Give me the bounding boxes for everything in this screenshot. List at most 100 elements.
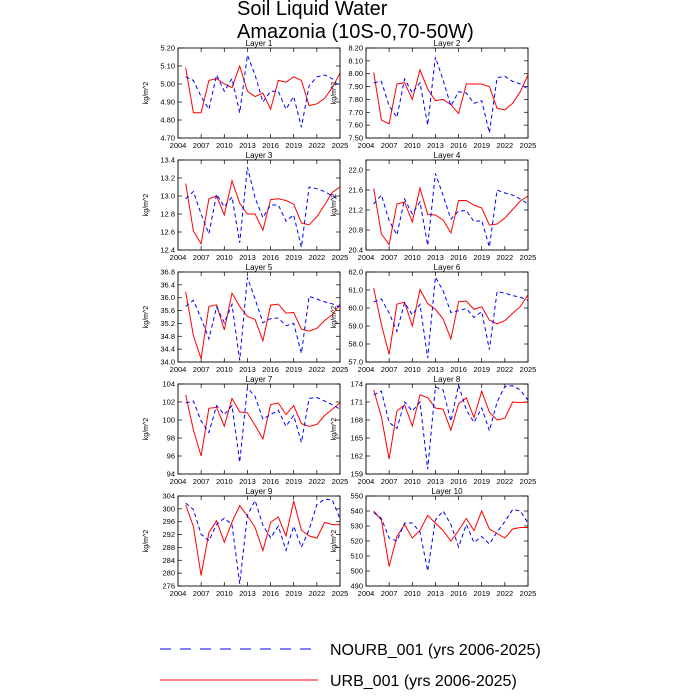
series-line-nourb [185, 55, 341, 128]
y-tick-label: 5.00 [160, 80, 175, 89]
y-tick-label: 35.6 [160, 306, 175, 315]
y-tick-label: 280 [162, 569, 175, 578]
x-tick-label: 2004 [358, 477, 375, 486]
x-tick-label: 2007 [193, 365, 210, 374]
x-tick-label: 2013 [239, 589, 256, 598]
x-tick-label: 2007 [193, 141, 210, 150]
x-tick-label: 2010 [404, 589, 421, 598]
y-tick-label: 62.0 [348, 268, 363, 277]
x-tick-label: 2025 [520, 589, 537, 598]
chart-panel-6: Layer 6 kg/m^2 57.0 58.0 59.0 60.0 61.0 62.0 200… [331, 263, 536, 374]
y-tick-label: 520 [350, 537, 363, 546]
series-line-urb [373, 288, 529, 355]
y-tick-label: 35.2 [160, 319, 175, 328]
y-tick-label: 550 [350, 492, 363, 501]
plot-frame [177, 47, 341, 139]
x-tick-label: 2025 [520, 253, 537, 262]
y-tick-label: 22.0 [348, 166, 363, 175]
x-tick-label: 2019 [473, 141, 490, 150]
chart-title: Layer 3 [246, 151, 273, 160]
chart-title: Layer 2 [434, 39, 461, 48]
y-tick-label: 36.4 [160, 280, 175, 289]
chart-panel-2: Layer 2 kg/m^2 7.50 7.60 7.70 7.80 7.90 8.00 8.1… [331, 39, 536, 150]
y-tick-label: 36.8 [160, 268, 175, 277]
x-tick-label: 2004 [358, 253, 375, 262]
y-tick-label: 61.0 [348, 286, 363, 295]
x-tick-label: 2016 [262, 253, 279, 262]
chart-panel-10: Layer 10 kg/m^2 490 500 510 520 530 540 550 2004 2… [331, 487, 536, 598]
series-line-nourb [373, 275, 529, 359]
x-tick-label: 2010 [216, 365, 233, 374]
y-tick-label: 304 [162, 492, 175, 501]
y-axis-label: kg/m^2 [331, 306, 338, 328]
legend-label-nourb: NOURB_001 (yrs 2006-2025) [330, 642, 541, 659]
y-tick-label: 13.2 [160, 174, 175, 183]
chart-title: Layer 1 [246, 39, 273, 48]
x-tick-label: 2019 [285, 477, 302, 486]
series-line-urb [373, 509, 528, 567]
charts-grid: Layer 1 kg/m^2 4.70 4.80 4.90 5.00 5.10 5.20 200… [143, 39, 537, 598]
plot-frame [365, 495, 529, 587]
chart-panel-3: Layer 3 kg/m^2 12.4 12.6 12.8 13.0 13.2 13.4 200… [143, 151, 348, 262]
y-tick-label: 171 [350, 398, 363, 407]
chart-title: Layer 8 [434, 375, 461, 384]
y-tick-label: 292 [162, 530, 175, 539]
x-tick-label: 2007 [193, 253, 210, 262]
y-tick-label: 8.20 [348, 44, 363, 53]
x-tick-label: 2004 [358, 589, 375, 598]
x-tick-label: 2019 [473, 477, 490, 486]
y-tick-label: 34.4 [160, 345, 175, 354]
y-tick-label: 104 [162, 380, 175, 389]
x-tick-label: 2016 [262, 589, 279, 598]
series-line-nourb [185, 498, 341, 584]
x-tick-label: 2007 [381, 253, 398, 262]
x-tick-label: 2010 [404, 477, 421, 486]
x-tick-label: 2010 [216, 477, 233, 486]
y-tick-label: 276 [162, 582, 175, 591]
x-tick-label: 2007 [381, 589, 398, 598]
x-tick-label: 2007 [193, 589, 210, 598]
x-tick-label: 2022 [309, 589, 326, 598]
x-tick-label: 2004 [170, 477, 187, 486]
x-tick-label: 2025 [332, 589, 349, 598]
series-line-nourb [373, 383, 529, 470]
y-tick-label: 5.10 [160, 62, 175, 71]
y-tick-label: 100 [162, 416, 175, 425]
y-axis-label: kg/m^2 [143, 418, 150, 440]
series-line-nourb [185, 386, 341, 463]
y-tick-label: 21.2 [348, 206, 363, 215]
figure-title-line2: Amazonia (10S-0,70-50W) [237, 21, 474, 43]
y-tick-label: 20.8 [348, 226, 363, 235]
y-tick-label: 13.4 [160, 156, 175, 165]
series-line-nourb [185, 277, 341, 361]
x-tick-label: 2013 [239, 253, 256, 262]
x-tick-label: 2013 [427, 477, 444, 486]
y-tick-label: 296 [162, 517, 175, 526]
x-tick-label: 2007 [381, 477, 398, 486]
x-tick-label: 2022 [497, 141, 514, 150]
x-tick-label: 2007 [381, 365, 398, 374]
series-line-nourb [373, 173, 529, 248]
x-tick-label: 2004 [358, 365, 375, 374]
y-tick-label: 7.70 [348, 108, 363, 117]
y-tick-label: 59.0 [348, 322, 363, 331]
x-tick-label: 2013 [427, 365, 444, 374]
x-tick-label: 2019 [473, 365, 490, 374]
x-tick-label: 2016 [262, 477, 279, 486]
plot-frame [365, 47, 529, 139]
y-axis-label: kg/m^2 [143, 82, 150, 104]
y-tick-label: 7.50 [348, 134, 363, 143]
y-tick-label: 21.6 [348, 186, 363, 195]
plot-frame [365, 159, 529, 251]
x-tick-label: 2022 [309, 141, 326, 150]
chart-panel-9: Layer 9 kg/m^2 276 280 284 288 292 296 300 304 200… [143, 487, 348, 598]
x-tick-label: 2007 [193, 477, 210, 486]
x-tick-label: 2025 [520, 365, 537, 374]
chart-panel-1: Layer 1 kg/m^2 4.70 4.80 4.90 5.00 5.10 5.20 200… [143, 39, 348, 150]
x-tick-label: 2016 [450, 365, 467, 374]
x-tick-label: 2016 [450, 589, 467, 598]
plot-frame [177, 383, 341, 475]
y-tick-label: 7.60 [348, 121, 363, 130]
y-tick-label: 60.0 [348, 304, 363, 313]
x-tick-label: 2019 [285, 589, 302, 598]
